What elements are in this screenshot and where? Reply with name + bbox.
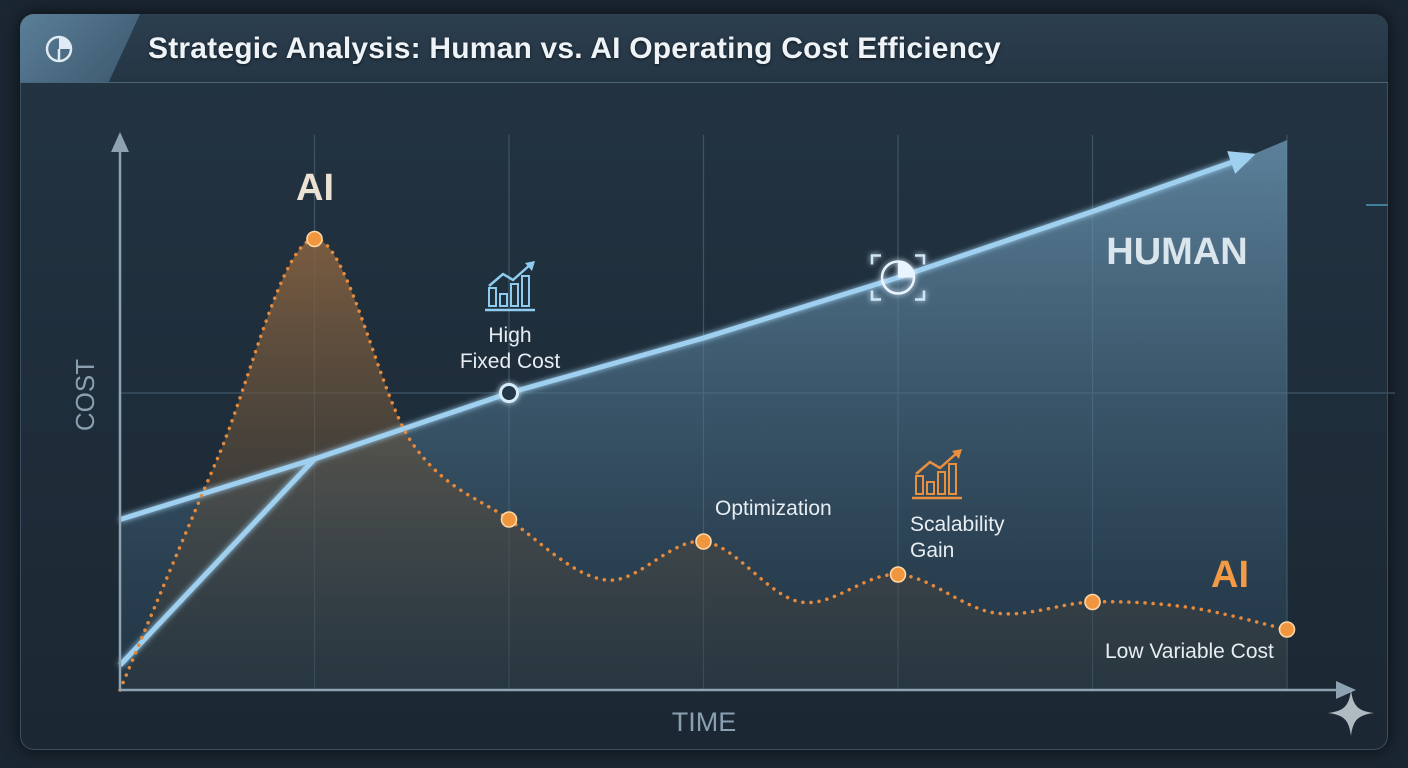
ai-data-point (1084, 593, 1101, 611)
icon-bar (499, 293, 508, 307)
icon-bar (521, 275, 530, 307)
ai-data-point (695, 533, 712, 550)
chart-title: Strategic Analysis: Human vs. AI Operati… (148, 32, 1001, 65)
icon-bar (948, 463, 957, 495)
icon-bar (937, 471, 946, 495)
high-fixed-cost-label: High (488, 324, 531, 347)
y-axis-arrow (111, 132, 129, 152)
ai-peak-label: AI (296, 167, 334, 209)
ai-data-point (1278, 621, 1296, 638)
bar-growth-icon (912, 449, 962, 500)
bar-growth-icon (485, 261, 535, 312)
focus-bracket (915, 290, 926, 301)
icon-trend-arrow (952, 449, 962, 459)
ai-data-point (889, 566, 907, 583)
pie-chart-icon (45, 35, 73, 63)
ai-area (120, 238, 1287, 690)
focus-bracket (870, 290, 881, 301)
areas (120, 140, 1287, 690)
icon-trend (488, 263, 532, 287)
x-axis-label: TIME (672, 707, 737, 737)
human-baseline-line (119, 456, 316, 522)
high-fixed-cost-label: Fixed Cost (460, 350, 561, 373)
ai-series-line (118, 237, 1289, 692)
side-accent (1366, 204, 1388, 206)
icon-trend (915, 451, 959, 475)
human-area-label: HUMAN (1106, 231, 1247, 273)
focus-bracket (870, 254, 881, 265)
series-points (306, 230, 1296, 638)
annotations: AI HUMAN AI High Fixed Cost Optimization Scala… (296, 167, 1274, 663)
icon-trend-arrow (525, 261, 535, 271)
focus-bracket (915, 254, 926, 265)
focus-wedge (898, 261, 914, 278)
human-data-point (499, 383, 519, 403)
series-lines (118, 151, 1289, 692)
axes: TIME COST (70, 132, 1356, 737)
human-arrow-head (1227, 151, 1256, 174)
icon-bar (915, 475, 924, 495)
icon-bar (510, 283, 519, 307)
title-bar: Strategic Analysis: Human vs. AI Operati… (20, 14, 1388, 83)
low-variable-cost-label: Low Variable Cost (1105, 640, 1274, 663)
y-axis-label: COST (70, 359, 100, 431)
target-focus-icon (870, 254, 926, 301)
scalability-gain-label: Scalability (910, 513, 1005, 536)
ai-data-point (306, 230, 323, 248)
icon-bar (926, 481, 935, 495)
optimization-label: Optimization (715, 497, 832, 520)
sparkle-icon (1328, 690, 1374, 736)
x-axis-arrow (1336, 681, 1356, 699)
scalability-gain-label: Gain (910, 539, 954, 562)
icon-bar (488, 287, 497, 307)
ai-tail-label: AI (1211, 554, 1249, 596)
ai-data-point (500, 511, 518, 528)
